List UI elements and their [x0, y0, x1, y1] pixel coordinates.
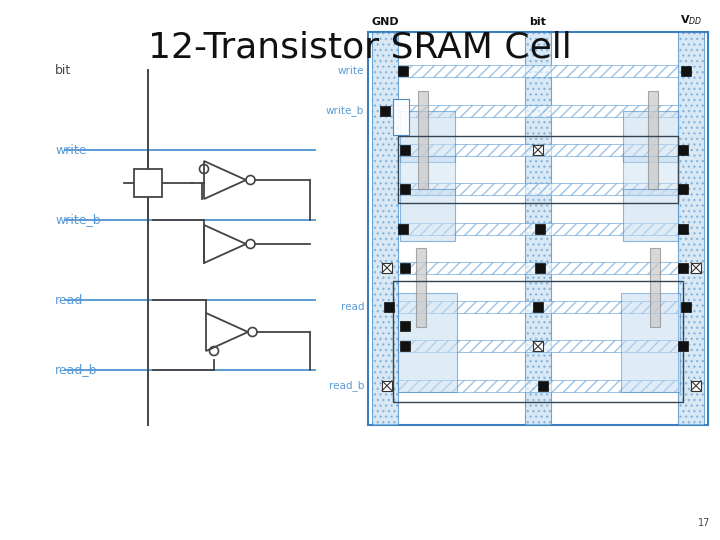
Bar	[382, 381, 392, 391]
Bar	[398, 293, 457, 392]
Bar	[533, 302, 543, 312]
Text: 12-Transistor SRAM Cell: 12-Transistor SRAM Cell	[148, 30, 572, 64]
Bar	[372, 32, 398, 425]
Bar	[678, 184, 688, 194]
Bar	[398, 301, 678, 313]
Bar	[398, 224, 408, 233]
Bar	[398, 380, 678, 392]
Text: read_b: read_b	[55, 363, 97, 376]
Bar	[418, 91, 428, 189]
Bar	[681, 302, 691, 312]
Text: bit: bit	[55, 64, 71, 77]
Bar	[533, 145, 543, 155]
Text: write_b: write_b	[55, 213, 101, 226]
Bar	[525, 32, 551, 425]
Bar	[398, 222, 678, 234]
Text: read_b: read_b	[328, 380, 364, 391]
Bar	[535, 224, 545, 233]
Bar	[678, 32, 704, 425]
Bar	[398, 66, 408, 76]
Bar	[650, 248, 660, 327]
Text: write: write	[338, 66, 364, 76]
Bar	[382, 263, 392, 273]
Bar	[691, 263, 701, 273]
Bar	[678, 263, 688, 273]
Bar	[400, 263, 410, 273]
Bar	[678, 341, 688, 352]
Text: read: read	[55, 294, 84, 307]
Bar	[393, 281, 683, 402]
Bar	[398, 144, 678, 156]
Bar	[400, 189, 455, 240]
Bar	[368, 32, 708, 425]
Text: GND: GND	[372, 17, 399, 27]
Text: read: read	[341, 302, 364, 312]
Text: write: write	[55, 144, 86, 157]
Text: V$_{DD}$: V$_{DD}$	[680, 13, 702, 27]
Text: bit: bit	[530, 17, 546, 27]
Bar	[525, 32, 551, 425]
Bar	[400, 156, 455, 195]
Bar	[398, 340, 678, 353]
Bar	[538, 381, 548, 391]
Bar	[678, 32, 704, 425]
Bar	[691, 381, 701, 391]
Bar	[372, 32, 398, 425]
Bar	[678, 145, 688, 155]
Bar	[416, 248, 426, 327]
Bar	[398, 136, 678, 203]
Bar	[400, 184, 410, 194]
Bar	[648, 91, 658, 189]
Bar	[398, 105, 678, 117]
Bar	[623, 111, 678, 162]
Text: write_b: write_b	[325, 105, 364, 116]
Bar	[623, 156, 678, 195]
Bar	[380, 106, 390, 116]
Bar	[681, 66, 691, 76]
Bar	[398, 65, 678, 77]
Bar	[398, 183, 678, 195]
Bar	[535, 263, 545, 273]
Bar	[400, 321, 410, 331]
Bar	[384, 302, 394, 312]
Bar	[134, 169, 162, 197]
Bar	[533, 341, 543, 352]
Bar	[623, 189, 678, 240]
Bar	[398, 262, 678, 274]
Text: 17: 17	[698, 518, 710, 528]
Bar	[400, 145, 410, 155]
Bar	[400, 111, 455, 162]
Bar	[400, 341, 410, 352]
Bar	[678, 224, 688, 233]
Bar	[621, 293, 680, 392]
Bar	[393, 99, 409, 134]
